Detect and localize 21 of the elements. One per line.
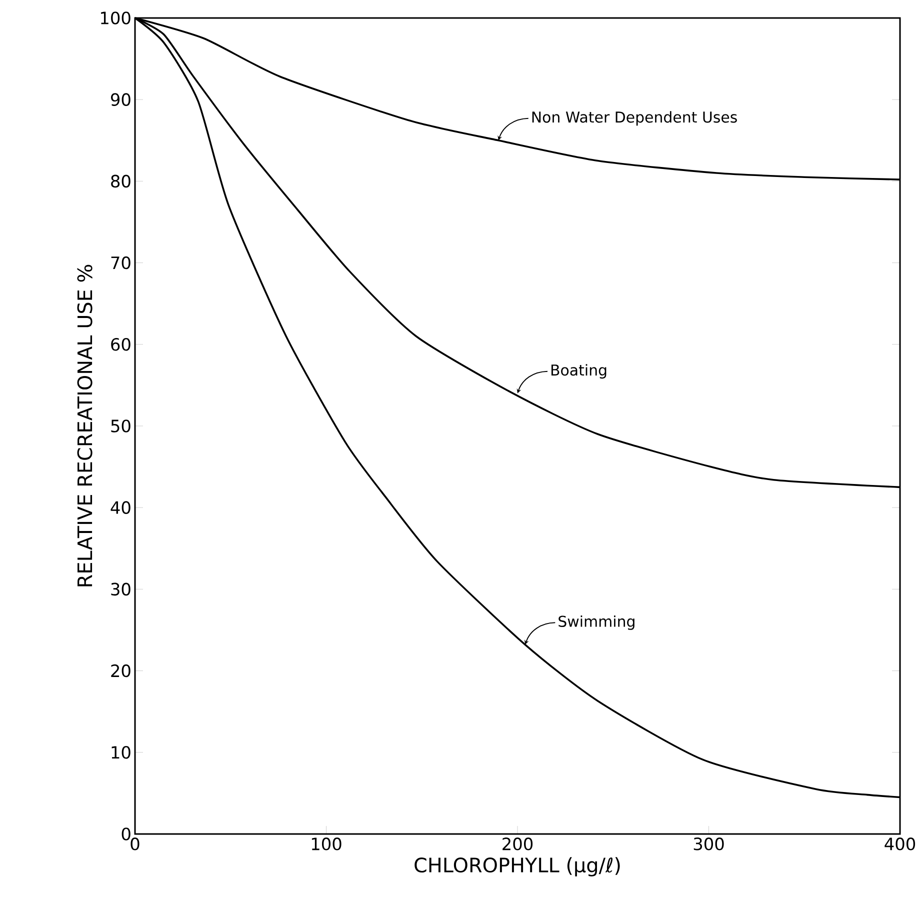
annotation: Non Water Dependent Uses [532, 111, 737, 126]
x-tick-label: 100 [312, 837, 342, 850]
y-tick-label: 20 [111, 664, 130, 678]
annotation: Boating [551, 364, 606, 379]
y-tick-label: 0 [122, 828, 130, 840]
y-tick-label: 30 [111, 582, 130, 596]
y-axis-title: RELATIVE RECREATIONAL USE % [77, 264, 92, 586]
y-tick-label: 40 [110, 501, 130, 514]
y-tick-label: 60 [111, 338, 130, 351]
x-tick-label: 300 [694, 837, 724, 850]
y-tick-label: 80 [111, 174, 130, 188]
y-tick-label: 90 [111, 93, 130, 106]
x-tick-label: 400 [884, 837, 916, 850]
y-tick-label: 10 [112, 746, 130, 759]
x-axis-title: CHLOROPHYLL (µg/ℓ) [414, 857, 620, 876]
x-tick-label: 200 [502, 837, 533, 850]
y-tick-label: 50 [111, 420, 130, 432]
y-tick-label: 70 [111, 256, 130, 270]
x-tick-label: 0 [130, 837, 140, 850]
annotation: Swimming [558, 615, 634, 630]
y-tick-label: 100 [101, 12, 130, 24]
